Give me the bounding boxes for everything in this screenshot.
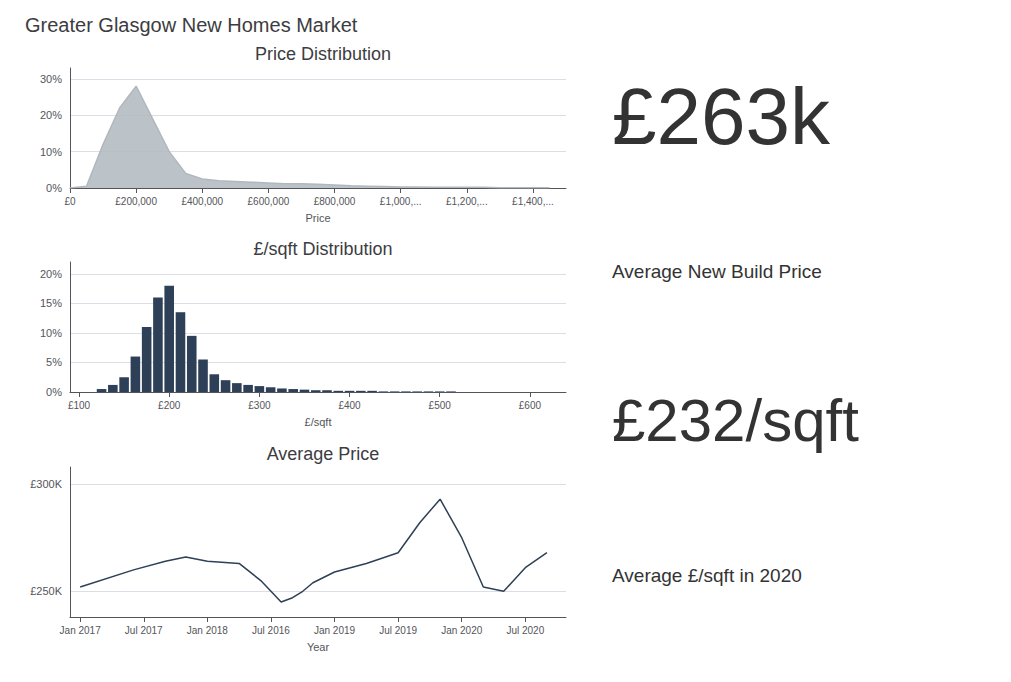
svg-text:£400,000: £400,000 (181, 196, 223, 207)
svg-text:Average £/sqft in 2020: Average £/sqft in 2020 (612, 565, 802, 586)
svg-text:£/sqft Distribution: £/sqft Distribution (253, 239, 392, 259)
svg-text:Jan 2018: Jan 2018 (187, 625, 229, 636)
svg-text:Greater Glasgow New Homes Mark: Greater Glasgow New Homes Market (25, 14, 358, 36)
svg-text:5%: 5% (46, 356, 62, 368)
svg-text:£1,400,...: £1,400,... (512, 196, 554, 207)
svg-text:£300: £300 (248, 400, 271, 411)
svg-text:Jul 2019: Jul 2019 (379, 625, 417, 636)
svg-text:£1,200,...: £1,200,... (446, 196, 488, 207)
svg-text:Jul 2020: Jul 2020 (506, 625, 544, 636)
svg-text:£/sqft: £/sqft (305, 416, 332, 428)
svg-text:Jul 2016: Jul 2016 (252, 625, 290, 636)
svg-text:10%: 10% (40, 146, 62, 158)
svg-text:£200,000: £200,000 (115, 196, 157, 207)
svg-text:Jul 2017: Jul 2017 (125, 625, 163, 636)
svg-text:£200: £200 (158, 400, 181, 411)
svg-text:£100: £100 (68, 400, 91, 411)
svg-text:£300K: £300K (30, 478, 62, 490)
svg-text:£600,000: £600,000 (248, 196, 290, 207)
svg-text:Price: Price (305, 212, 330, 224)
svg-text:Jan 2017: Jan 2017 (60, 625, 102, 636)
svg-text:£400: £400 (338, 400, 361, 411)
svg-text:£500: £500 (429, 400, 452, 411)
svg-text:£800,000: £800,000 (314, 196, 356, 207)
svg-text:Average Price: Average Price (267, 444, 380, 464)
svg-text:£250K: £250K (30, 585, 62, 597)
svg-text:Average New Build Price: Average New Build Price (612, 261, 822, 282)
svg-text:£0: £0 (64, 196, 76, 207)
svg-text:20%: 20% (40, 268, 62, 280)
svg-text:£1,000,...: £1,000,... (380, 196, 422, 207)
svg-text:Jan 2020: Jan 2020 (441, 625, 483, 636)
svg-text:30%: 30% (40, 73, 62, 85)
svg-text:£600: £600 (519, 400, 542, 411)
svg-text:15%: 15% (40, 297, 62, 309)
svg-text:20%: 20% (40, 109, 62, 121)
svg-text:0%: 0% (46, 386, 62, 398)
svg-text:10%: 10% (40, 327, 62, 339)
svg-text:£232/sqft: £232/sqft (612, 387, 859, 454)
svg-text:Price Distribution: Price Distribution (255, 44, 391, 64)
svg-text:£263k: £263k (612, 72, 831, 161)
svg-text:0%: 0% (46, 182, 62, 194)
svg-text:Jan 2019: Jan 2019 (314, 625, 356, 636)
svg-text:Year: Year (307, 641, 330, 653)
